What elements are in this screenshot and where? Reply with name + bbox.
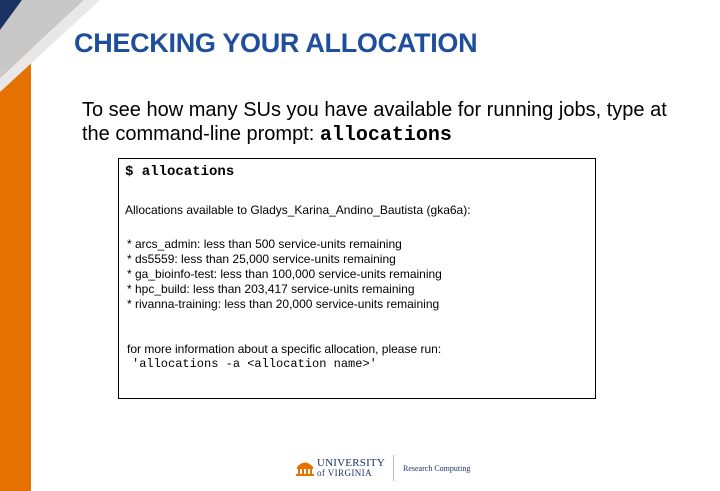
intro-command: allocations bbox=[319, 124, 452, 147]
wordmark-line1: UNIVERSITY bbox=[317, 457, 385, 469]
list-item: * ga_bioinfo-test: less than 100,000 ser… bbox=[127, 267, 442, 281]
footer-logo: UNIVERSITY of VIRGINIA Research Computin… bbox=[296, 453, 470, 483]
list-item: * ds5559: less than 25,000 service-units… bbox=[127, 252, 396, 266]
department-name: Research Computing bbox=[403, 463, 471, 473]
list-item: * hpc_build: less than 203,417 service-u… bbox=[127, 282, 415, 296]
intro-text: To see how many SUs you have available f… bbox=[82, 99, 667, 145]
terminal-output-box: $ allocations Allocations available to G… bbox=[118, 158, 596, 399]
wordmark-line2: of VIRGINIA bbox=[317, 468, 372, 478]
university-wordmark: UNIVERSITY of VIRGINIA bbox=[317, 457, 385, 479]
allocations-header: Allocations available to Gladys_Karina_A… bbox=[125, 203, 471, 217]
footer-divider bbox=[393, 455, 394, 481]
slide-title: CHECKING YOUR ALLOCATION bbox=[74, 28, 478, 58]
list-item: * rivanna-training: less than 20,000 ser… bbox=[127, 297, 440, 311]
list-item: * arcs_admin: less than 500 service-unit… bbox=[127, 237, 402, 251]
more-info-text: for more information about a specific al… bbox=[127, 342, 442, 356]
corner-decoration bbox=[0, 0, 100, 92]
rotunda-icon bbox=[296, 462, 314, 476]
allocation-list: * arcs_admin: less than 500 service-unit… bbox=[127, 237, 442, 312]
run-command: 'allocations -a <allocation name>' bbox=[132, 357, 377, 371]
intro-paragraph: To see how many SUs you have available f… bbox=[82, 98, 682, 148]
terminal-prompt: $ allocations bbox=[125, 164, 235, 180]
